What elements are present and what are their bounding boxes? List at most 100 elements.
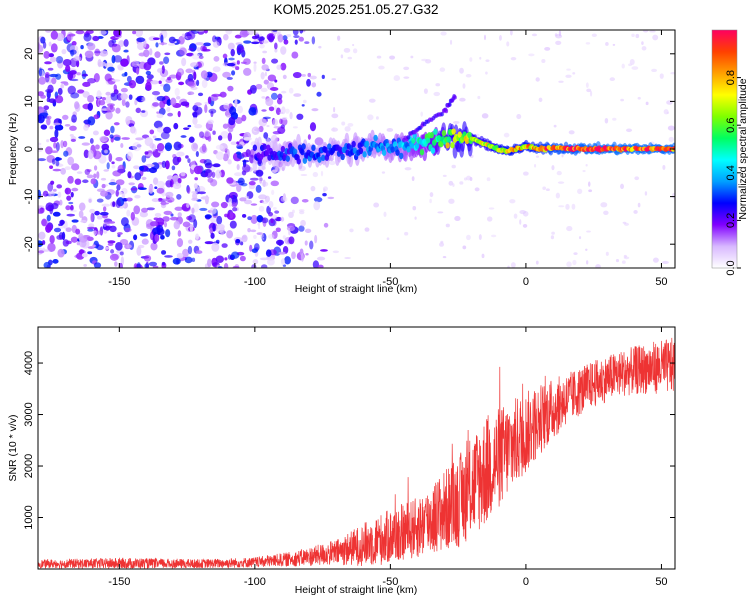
noise-speckle: [177, 177, 182, 184]
noise-speckle: [145, 70, 152, 76]
faint-speckle: [620, 98, 625, 102]
faint-speckle: [668, 136, 675, 142]
faint-speckle: [631, 66, 639, 70]
noise-speckle: [213, 56, 220, 62]
noise-speckle: [228, 197, 233, 207]
noise-speckle: [101, 97, 106, 101]
noise-speckle: [236, 183, 242, 193]
noise-speckle: [212, 223, 216, 232]
noise-speckle: [101, 183, 106, 189]
noise-speckle: [234, 34, 242, 39]
spectrogram-y-ticks: -20 -10 0 10 20: [23, 48, 675, 252]
noise-speckle: [121, 73, 127, 77]
faint-speckle: [449, 39, 453, 45]
noise-speckle: [263, 79, 269, 85]
noise-speckle: [104, 73, 112, 82]
branch-mark: [448, 102, 452, 107]
noise-speckle: [71, 114, 77, 123]
branch-mark: [453, 95, 457, 100]
noise-speckle: [223, 33, 229, 41]
noise-speckle: [48, 41, 52, 47]
ridge-core: [419, 149, 425, 156]
noise-speckle: [41, 218, 47, 227]
noise-speckle: [261, 40, 269, 44]
faint-speckle: [376, 55, 382, 59]
faint-speckle: [481, 113, 489, 119]
snr-x-ticks: -150 -100 -50 0 50: [108, 327, 668, 588]
noise-speckle: [204, 214, 212, 219]
faint-speckle: [556, 170, 562, 176]
noise-speckle: [128, 94, 133, 100]
faint-speckle: [333, 106, 336, 113]
noise-speckle: [71, 219, 79, 223]
noise-speckle: [159, 61, 164, 65]
noise-speckle: [215, 223, 225, 233]
noise-speckle: [258, 194, 267, 200]
noise-speckle: [226, 76, 233, 80]
faint-speckle: [481, 253, 485, 259]
faint-speckle: [620, 183, 624, 190]
noise-speckle: [104, 137, 109, 140]
noise-speckle: [291, 51, 299, 59]
noise-speckle: [199, 207, 208, 211]
ridge-core: [672, 146, 675, 151]
faint-speckle: [615, 258, 620, 263]
faint-speckle: [558, 80, 564, 83]
faint-speckle: [535, 77, 540, 82]
y-tick-label: -20: [23, 236, 35, 252]
x-tick-label: -100: [244, 276, 266, 288]
noise-speckle: [274, 48, 278, 53]
noise-speckle: [135, 75, 145, 85]
noise-speckle: [193, 165, 203, 175]
faint-speckle: [671, 192, 675, 199]
noise-speckle: [222, 71, 231, 78]
noise-speckle: [153, 217, 159, 221]
noise-speckle: [123, 49, 129, 53]
colorbar-tick-label: 0.2: [725, 213, 737, 228]
faint-speckle: [666, 111, 670, 115]
faint-speckle: [332, 127, 335, 132]
noise-speckle: [149, 129, 155, 135]
faint-speckle: [440, 31, 447, 36]
noise-speckle: [115, 199, 121, 209]
noise-speckle: [232, 207, 238, 212]
ridge-core: [311, 144, 316, 152]
noise-speckle: [154, 137, 162, 141]
faint-speckle: [554, 33, 558, 37]
noise-speckle: [296, 113, 304, 120]
faint-speckle: [320, 170, 324, 177]
noise-speckle: [327, 196, 335, 200]
noise-speckle: [93, 262, 102, 268]
faint-speckle: [271, 214, 278, 220]
noise-speckle: [141, 176, 147, 181]
faint-speckle: [572, 72, 576, 75]
faint-speckle: [623, 254, 627, 258]
noise-speckle: [215, 255, 224, 264]
noise-speckle: [119, 251, 124, 256]
noise-speckle: [151, 198, 160, 203]
noise-speckle: [183, 127, 190, 130]
noise-speckle: [126, 151, 133, 161]
ridge-core: [300, 148, 305, 156]
noise-speckle: [155, 42, 159, 48]
noise-speckle: [226, 115, 231, 118]
noise-speckle: [312, 260, 320, 268]
faint-speckle: [621, 63, 625, 69]
faint-speckle: [279, 111, 284, 115]
noise-speckle: [270, 218, 274, 224]
noise-speckle: [146, 74, 154, 80]
noise-speckle: [285, 108, 290, 114]
noise-speckle: [132, 141, 142, 152]
noise-speckle: [60, 167, 66, 175]
noise-speckle: [87, 42, 96, 51]
noise-speckle: [171, 165, 176, 171]
noise-speckle: [48, 53, 55, 58]
noise-speckle: [215, 151, 224, 160]
snr-x-label: Height of straight line (km): [295, 584, 418, 596]
noise-speckle: [247, 227, 251, 233]
ridge-core: [406, 146, 411, 153]
faint-speckle: [612, 43, 616, 46]
faint-speckle: [262, 50, 267, 54]
noise-speckle: [46, 115, 52, 120]
faint-speckle: [261, 200, 269, 205]
